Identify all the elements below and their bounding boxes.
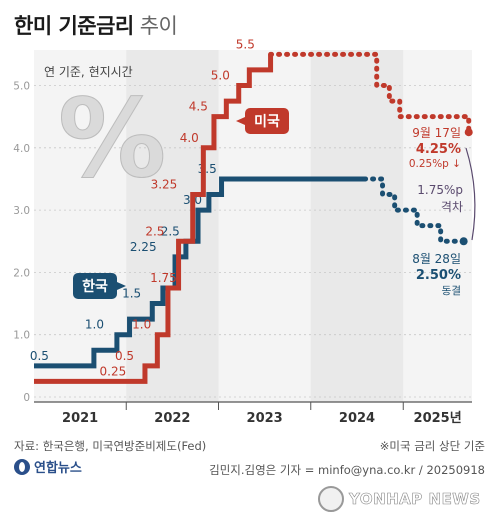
us-end-change: 0.25%p ↓ [409, 158, 461, 170]
brand-name: 연합뉴스 [34, 461, 82, 476]
year-band [126, 50, 219, 402]
year-label: 2023 [247, 411, 283, 426]
data-label: 5.0 [211, 69, 230, 83]
series-dotted-us [268, 51, 472, 135]
data-label: 3.5 [198, 162, 217, 176]
data-label: 2.5 [145, 224, 164, 238]
series-dotted-korea [362, 176, 467, 244]
data-label: 1.0 [132, 318, 151, 332]
unit-note: 연 기준, 현지시간 [44, 65, 133, 79]
y-tick-label: 4.0 [13, 143, 30, 155]
yonhap-logo-icon [14, 458, 30, 475]
series-line-us [34, 54, 274, 384]
watermark-text: YONHAP NEWS [349, 490, 481, 509]
data-label: 4.5 [189, 100, 208, 114]
korea-end-date: 8월 28일 [412, 252, 461, 266]
credit-text: 김민지.김영은 기자 = minfo@yna.co.kr / 20250918 [209, 463, 485, 477]
korea-end-status: 동결 [442, 285, 461, 297]
y-tick-label: 3.0 [13, 205, 30, 217]
gap-bracket [465, 147, 476, 241]
y-tick-label: 0 [23, 392, 30, 404]
korea-callout [73, 273, 117, 299]
korea-callout-pointer [117, 282, 126, 290]
y-tick-label: 1.0 [13, 330, 30, 342]
data-label: 0.5 [30, 349, 49, 363]
data-label: 5.5 [236, 37, 255, 51]
data-label: 1.0 [85, 318, 104, 332]
us-callout [245, 108, 289, 134]
percent-glyph: % [58, 77, 166, 202]
brand-logo: 연합뉴스 [14, 457, 82, 476]
data-label: 0.5 [115, 349, 134, 363]
year-label: 2021 [62, 411, 98, 426]
y-tick-label: 5.0 [13, 81, 30, 93]
year-label: 2022 [154, 411, 190, 426]
us-callout-pointer [236, 117, 245, 125]
chart-title-main: 한미 기준금리 [14, 14, 134, 38]
source-text: 자료: 한국은행, 미국연방준비제도(Fed) [14, 439, 207, 453]
note-text: ※미국 금리 상단 기준 [379, 439, 485, 453]
korea-callout-text: 한국 [82, 279, 108, 295]
year-label: 2024 [339, 411, 375, 426]
year-label: 2025년 [414, 411, 462, 426]
chart-title: 한미 기준금리 추이 [14, 10, 178, 40]
data-label: 4.0 [180, 131, 199, 145]
data-label: 1.5 [122, 287, 141, 301]
gap-label: 격차 [441, 200, 463, 214]
series-end-point [464, 128, 473, 137]
us-end-date: 9월 17일 [412, 126, 461, 140]
us-callout-text: 미국 [254, 114, 280, 130]
data-label: 2.25 [130, 240, 157, 254]
series-end-point [459, 237, 468, 246]
y-tick-label: 2.0 [13, 267, 30, 279]
korea-end-value: 2.50% [416, 268, 461, 283]
us-end-value: 4.25% [416, 142, 461, 157]
gap-value: 1.75%p [417, 183, 463, 197]
data-label: 1.75 [150, 271, 177, 285]
data-label: 2.5 [161, 224, 180, 238]
chart-title-sub: 추이 [139, 14, 178, 38]
data-label: 3.25 [151, 178, 178, 192]
data-label: 0.25 [100, 364, 127, 378]
watermark: YONHAP NEWS [318, 486, 481, 512]
year-band [310, 50, 404, 402]
watermark-circle-icon [318, 486, 344, 512]
